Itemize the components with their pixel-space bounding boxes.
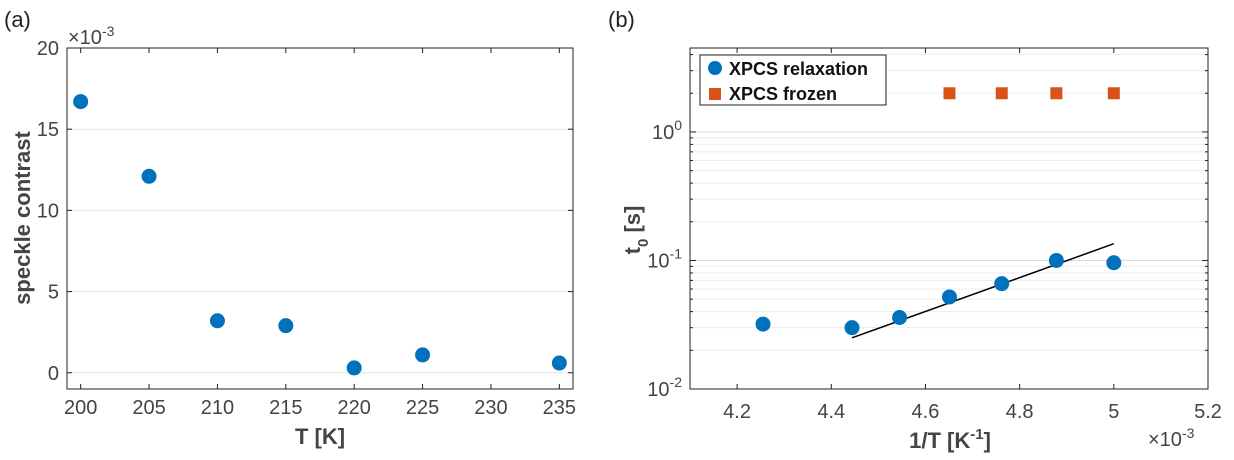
data-point-relaxation [941, 289, 957, 305]
data-point-relaxation [844, 320, 860, 336]
y-tick-label: 20 [37, 38, 59, 60]
panel-a-x-axis-label: T [K] [295, 424, 345, 449]
data-point-relaxation [1048, 252, 1064, 268]
x-tick-label: 4.6 [912, 401, 940, 423]
panel-a-points [73, 94, 567, 376]
data-point-frozen [1107, 87, 1120, 100]
panel-a-y-multiplier: ×10-3 [68, 23, 115, 49]
data-point-relaxation [994, 276, 1010, 292]
data-point [73, 94, 89, 110]
fit-line [851, 243, 1115, 339]
y-tick-label: 10 [37, 200, 59, 222]
legend-marker-frozen [709, 88, 721, 100]
panel-b-points [755, 87, 1122, 336]
data-point [278, 318, 294, 334]
data-point [551, 355, 567, 371]
x-tick-label: 200 [64, 397, 97, 419]
legend-label-frozen: XPCS frozen [729, 84, 837, 104]
data-point [346, 360, 362, 376]
data-point-relaxation [755, 316, 771, 332]
panel-a-ticks: 0 5 10 15 20 200 205 210 215 220 225 230 235 [37, 38, 576, 419]
data-point [209, 313, 225, 329]
panel-a-label: (a) [4, 7, 31, 32]
x-tick-label: 225 [406, 397, 439, 419]
panel-a-grid [67, 47, 573, 374]
x-tick-label: 220 [338, 397, 371, 419]
data-point-frozen [995, 87, 1008, 100]
panel-a-axes-box [66, 47, 574, 390]
y-tick-label: 10-2 [647, 374, 682, 401]
y-tick-label: 100 [652, 117, 682, 144]
legend-box [699, 54, 887, 106]
y-tick-label: 0 [48, 363, 59, 385]
x-tick-label: 5.2 [1194, 401, 1222, 423]
x-tick-label: 210 [201, 397, 234, 419]
panel-b-x-multiplier: ×10-3 [1148, 425, 1195, 451]
panel-b-label: (b) [608, 7, 635, 32]
panel-b-ticks: 10-2 10-1 100 4.2 4.4 4.6 4.8 5 5.2 [647, 48, 1222, 423]
data-point-frozen [943, 87, 956, 100]
data-point [415, 347, 431, 363]
y-tick-label: 10-1 [647, 245, 682, 272]
panel-a-y-axis-label: speckle contrast [10, 131, 35, 305]
panel-b-y-axis-label: t0 [s] [620, 206, 652, 255]
x-tick-label: 235 [543, 397, 576, 419]
panel-a: (a) 0 5 10 15 20 200 205 210 215 220 225 230 235 ×10… [4, 7, 576, 449]
panel-b-fit [851, 243, 1115, 339]
panel-b: (b) 10-2 10-1 100 4.2 4.4 4.6 4.8 5 5.2 XPCS rel… [608, 7, 1222, 453]
y-tick-label: 15 [37, 119, 59, 141]
x-tick-label: 205 [132, 397, 165, 419]
data-point [141, 168, 157, 184]
x-tick-label: 4.2 [723, 401, 751, 423]
data-point-frozen [1050, 87, 1063, 100]
y-tick-label: 5 [48, 282, 59, 304]
x-tick-label: 5 [1108, 401, 1119, 423]
x-tick-label: 4.4 [817, 401, 845, 423]
data-point-relaxation [892, 310, 908, 326]
x-tick-label: 230 [474, 397, 507, 419]
x-tick-label: 215 [269, 397, 302, 419]
legend-label-relaxation: XPCS relaxation [729, 59, 868, 79]
legend: XPCS relaxation XPCS frozen [699, 54, 887, 106]
panel-b-axes-box [689, 47, 1209, 390]
data-point-relaxation [1106, 255, 1122, 271]
x-tick-label: 4.8 [1006, 401, 1034, 423]
panel-b-x-axis-label: 1/T [K-1] [909, 426, 991, 453]
legend-marker-relaxation [708, 61, 722, 75]
